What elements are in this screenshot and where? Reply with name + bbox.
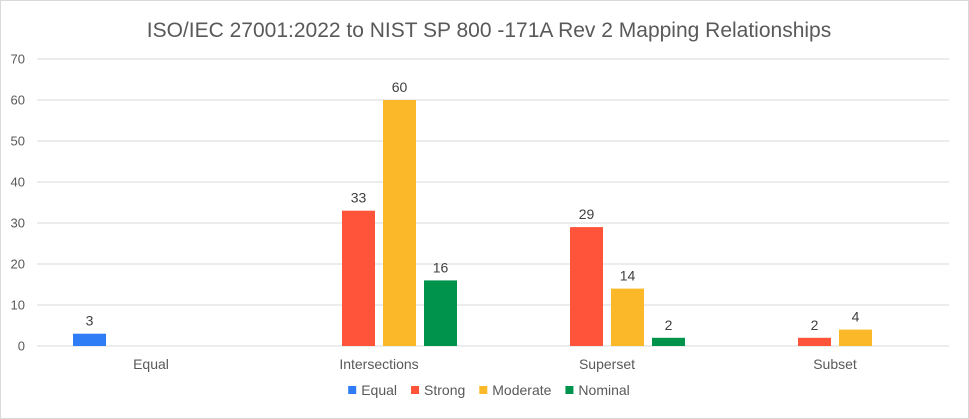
legend-swatch xyxy=(565,386,574,394)
bar-moderate-superset xyxy=(611,288,644,346)
x-category-label: Intersections xyxy=(339,356,418,372)
x-category-label: Equal xyxy=(133,356,169,372)
y-tick-label: 10 xyxy=(11,298,25,313)
y-tick-label: 30 xyxy=(11,216,25,231)
bar-nominal-intersections xyxy=(424,280,457,346)
bar-moderate-intersections xyxy=(383,100,416,346)
legend: Equal Strong Moderate Nominal xyxy=(348,382,630,398)
bar-equal-equal xyxy=(73,333,106,346)
bar-moderate-subset xyxy=(839,329,872,346)
legend-swatch xyxy=(479,386,488,394)
y-tick-label: 0 xyxy=(18,339,25,354)
legend-item-strong: Strong xyxy=(411,382,465,398)
y-tick-label: 40 xyxy=(11,175,25,190)
data-label: 14 xyxy=(620,268,636,284)
bars xyxy=(73,100,872,346)
legend-swatch xyxy=(411,386,420,394)
legend-label: Moderate xyxy=(492,382,551,398)
data-label: 29 xyxy=(579,206,595,222)
y-tick-label: 50 xyxy=(11,134,25,149)
legend-item-nominal: Nominal xyxy=(565,382,630,398)
data-label: 3 xyxy=(86,313,94,329)
legend-label: Strong xyxy=(424,382,465,398)
x-category-label: Subset xyxy=(813,356,857,372)
data-label: 60 xyxy=(392,79,408,95)
y-axis-ticks: 0 10 20 30 40 50 60 70 xyxy=(11,52,25,354)
legend-swatch xyxy=(348,386,357,394)
y-tick-label: 70 xyxy=(11,52,25,67)
legend-item-equal: Equal xyxy=(348,382,397,398)
bar-strong-superset xyxy=(570,227,603,346)
legend-label: Nominal xyxy=(578,382,629,398)
gridlines xyxy=(37,58,949,347)
data-label: 33 xyxy=(351,190,367,206)
y-tick-label: 20 xyxy=(11,257,25,272)
y-tick-label: 60 xyxy=(11,93,25,108)
legend-item-moderate: Moderate xyxy=(479,382,552,398)
bar-nominal-superset xyxy=(652,337,685,346)
data-label: 4 xyxy=(852,309,860,325)
x-axis-categories: Equal Intersections Superset Subset xyxy=(133,356,857,372)
bar-strong-intersections xyxy=(342,210,375,346)
data-label: 2 xyxy=(665,317,673,333)
data-label: 16 xyxy=(433,259,449,275)
data-label: 2 xyxy=(811,317,819,333)
legend-label: Equal xyxy=(361,382,397,398)
chart-title: ISO/IEC 27001:2022 to NIST SP 800 -171A … xyxy=(147,19,831,42)
x-category-label: Superset xyxy=(579,356,635,372)
bar-strong-subset xyxy=(798,337,831,346)
